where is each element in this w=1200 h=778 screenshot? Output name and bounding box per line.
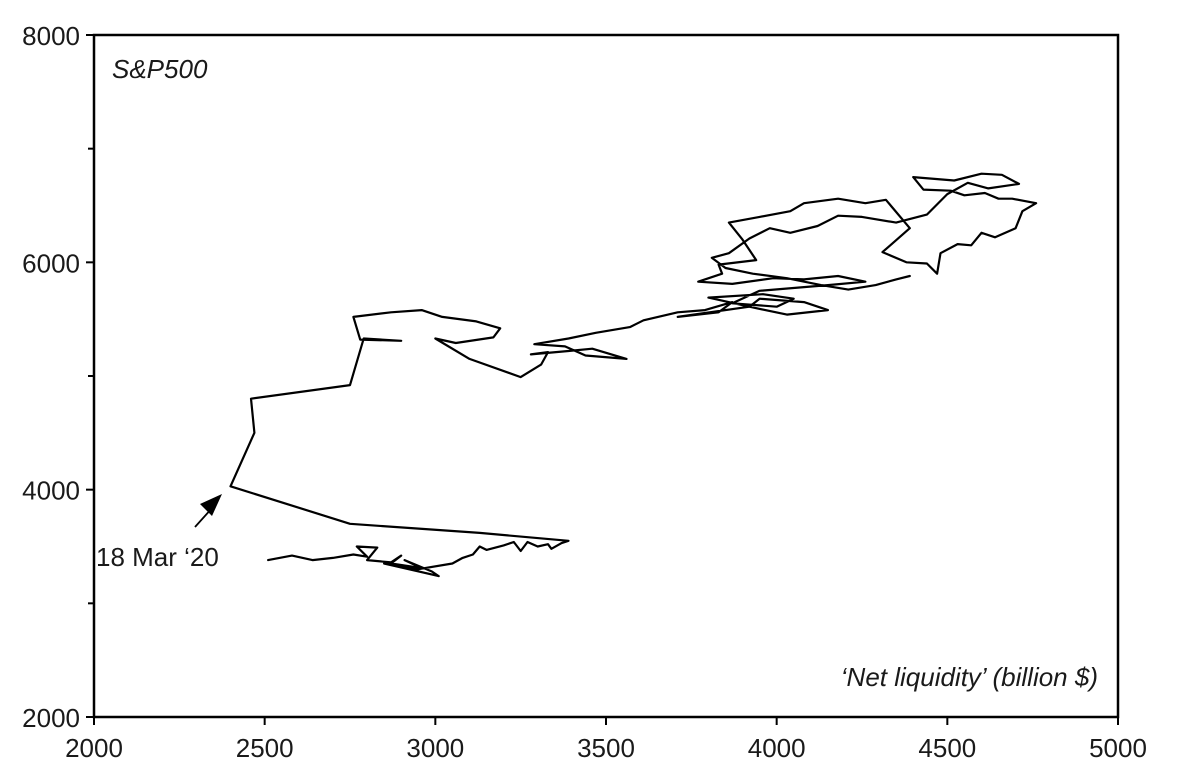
x-tick-label: 3500 [577, 733, 635, 763]
x-axis-label: ‘Net liquidity’ (billion $) [841, 662, 1098, 692]
x-tick-label: 2500 [236, 733, 294, 763]
y-tick-labels: 2000 4000 6000 8000 [22, 21, 80, 733]
series-label: S&P500 [112, 54, 208, 84]
y-tick-label: 2000 [22, 703, 80, 733]
y-tick-label: 8000 [22, 21, 80, 51]
y-tick-label: 6000 [22, 248, 80, 278]
x-tick-labels: 2000 2500 3000 3500 4000 4500 5000 [65, 733, 1147, 763]
x-tick-label: 4500 [918, 733, 976, 763]
series-line [229, 172, 1038, 578]
x-tick-label: 3000 [406, 733, 464, 763]
annotation: 18 Mar ‘20 [96, 494, 222, 572]
annotation-arrowhead [200, 494, 222, 516]
plot-frame [92, 33, 1120, 719]
axis-ticks [86, 34, 1119, 725]
annotation-label: 18 Mar ‘20 [96, 542, 219, 572]
x-tick-label: 5000 [1089, 733, 1147, 763]
x-tick-label: 2000 [65, 733, 123, 763]
y-tick-label: 4000 [22, 476, 80, 506]
x-tick-label: 4000 [748, 733, 806, 763]
